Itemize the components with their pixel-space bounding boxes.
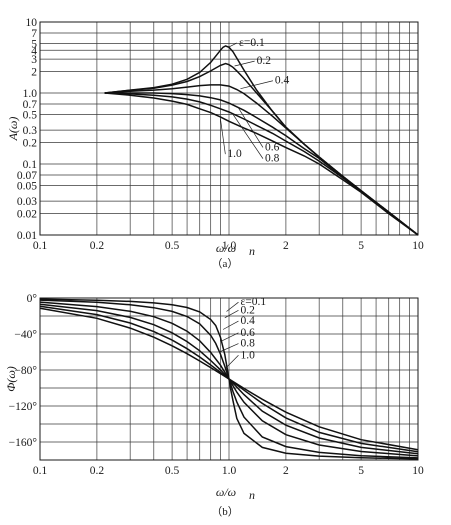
chart-a-y-tick-label: 0.7 — [23, 99, 38, 111]
chart-a-leader-line — [240, 80, 274, 90]
chart-b-curve-label: 0.8 — [240, 338, 255, 350]
chart-a-y-tick-label: 0.2 — [23, 138, 38, 150]
chart-b-curve-label: 0.6 — [240, 327, 255, 339]
chart-a-curve-label: 0.6 — [265, 141, 280, 153]
chart-b-leader-line — [219, 343, 239, 353]
chart-a-leader-line — [232, 114, 264, 159]
chart-a-curve — [104, 84, 419, 236]
chart-a-y-tick-label: 4 — [31, 45, 37, 57]
chart-a-leader-line — [234, 60, 255, 67]
chart-a-x-tick-label: 0.1 — [33, 240, 48, 252]
chart-b-y-tick-label: −40° — [14, 329, 37, 341]
chart-b-frame — [39, 297, 419, 461]
chart-b-y-tick-label: −120° — [9, 401, 38, 413]
chart-b-curve — [39, 303, 419, 455]
chart-b-y-tick-label: −160° — [9, 437, 38, 449]
chart-a-x-axis-label: ω/ω — [216, 241, 236, 255]
chart-b-curve — [39, 307, 419, 451]
chart-b-x-tick-label: 5 — [358, 465, 364, 477]
chart-a-y-tick-label: 5 — [31, 38, 37, 50]
chart-a-x-tick-label: 0.5 — [165, 240, 180, 252]
chart-b-leader-line — [226, 301, 239, 312]
chart-b-curve-label: 0.2 — [240, 304, 255, 316]
chart-a-frame — [39, 21, 419, 236]
chart-b-panel: 0.1 0.2 0.5 1.0 2 5 10 0° −40° −80° −120° −160° ε=0.… — [4, 293, 424, 518]
chart-b-curve — [39, 299, 419, 459]
chart-a-y-tick-label: 2 — [31, 67, 37, 79]
chart-a-leader-line — [228, 42, 238, 48]
chart-b-curve-label: ε=0.1 — [240, 296, 266, 308]
chart-a-y-tick-label: 7 — [31, 28, 37, 40]
chart-b-curve — [39, 301, 419, 457]
chart-a-curve — [104, 92, 419, 236]
chart-b-x-tick-label: 10 — [412, 465, 424, 477]
chart-a-curve-label: 1.0 — [227, 148, 242, 160]
chart-b-x-axis-subscript: n — [249, 488, 255, 502]
chart-b-x-tick-label: 0.5 — [165, 465, 180, 477]
chart-b-curve — [39, 298, 419, 460]
chart-a-y-tick-label: 10 — [26, 17, 38, 29]
chart-a-y-tick-label: 0.3 — [23, 125, 38, 137]
chart-b-curve-label: 0.4 — [240, 315, 255, 327]
chart-b-leader-line — [221, 332, 239, 342]
chart-a-curve-label: 0.8 — [265, 153, 280, 165]
chart-b-caption: （b） — [211, 505, 239, 518]
chart-a-x-tick-label: 2 — [283, 240, 289, 252]
chart-a-x-tick-label: 1.0 — [222, 240, 237, 252]
chart-a-curve-label: 0.2 — [257, 55, 272, 67]
chart-a-curve — [104, 45, 419, 236]
chart-a-y-tick-label: 0.1 — [23, 159, 38, 171]
chart-b-x-tick-label: 0.2 — [90, 465, 105, 477]
chart-a-y-tick-label: 0.5 — [23, 109, 38, 121]
chart-a-x-tick-label: 10 — [412, 240, 424, 252]
chart-b-leader-line — [225, 355, 239, 369]
chart-b-x-axis-label: ω/ω — [216, 485, 236, 499]
chart-b-curve — [39, 305, 419, 453]
chart-a-caption: （a） — [212, 257, 239, 270]
chart-b-leader-line — [224, 309, 239, 319]
chart-a-y-tick-label: 0.02 — [17, 209, 37, 221]
chart-a-curve-label: ε=0.1 — [239, 37, 265, 49]
chart-a-panel: 0.1 0.2 0.5 1.0 2 5 100.010.020.030.050.070.10… — [6, 17, 424, 270]
chart-b-x-tick-label: 1.0 — [222, 465, 237, 477]
chart-b-x-tick-label: 0.1 — [33, 465, 48, 477]
chart-a-curve-label: 0.4 — [275, 75, 290, 87]
chart-b-y-tick-label: −80° — [14, 365, 37, 377]
chart-a-leader-line — [238, 107, 264, 148]
chart-a-y-tick-label: 0.07 — [17, 170, 37, 182]
chart-a-y-tick-label: 0.05 — [17, 180, 37, 192]
chart-b-y-axis-label: Φ(ω) — [4, 366, 18, 392]
chart-a-x-axis-subscript: n — [249, 244, 255, 258]
chart-b-y-tick-label: 0° — [27, 293, 38, 305]
chart-b-leader-line — [222, 320, 239, 330]
chart-b-x-tick-label: 2 — [283, 465, 289, 477]
chart-a-curve — [104, 62, 419, 236]
chart-a-y-tick-label: 3 — [31, 54, 37, 66]
chart-a-x-tick-label: 5 — [358, 240, 364, 252]
chart-a-y-axis-label: A(ω) — [6, 117, 20, 142]
chart-a-x-tick-label: 0.2 — [90, 240, 105, 252]
chart-a-curve — [104, 92, 419, 236]
chart-b-curve-label: 1.0 — [240, 349, 255, 361]
chart-a-leader-line — [220, 118, 226, 155]
chart-a-y-tick-label: 0.03 — [17, 196, 37, 208]
chart-a-y-tick-label: 0.01 — [17, 230, 37, 242]
chart-a-y-tick-label: 1.0 — [23, 88, 38, 100]
